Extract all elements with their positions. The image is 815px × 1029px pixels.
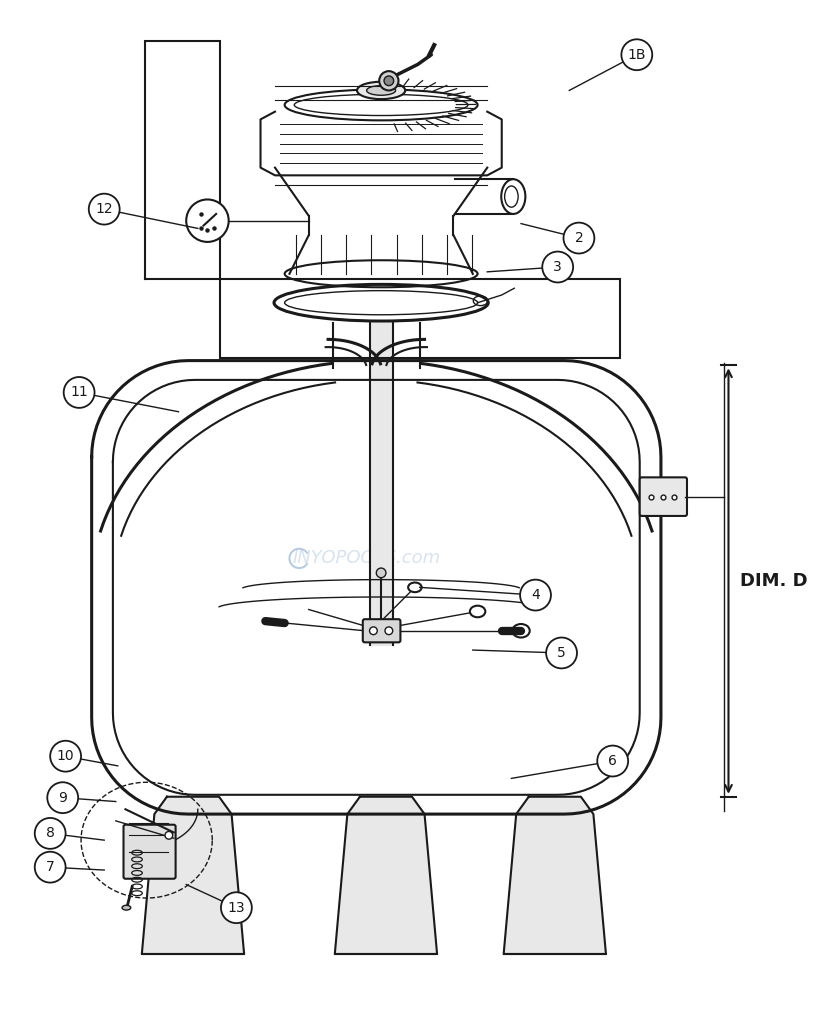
- Circle shape: [385, 627, 393, 635]
- Ellipse shape: [357, 81, 405, 99]
- Circle shape: [221, 892, 252, 923]
- Circle shape: [597, 746, 628, 777]
- Circle shape: [35, 818, 66, 849]
- Ellipse shape: [367, 85, 395, 96]
- Circle shape: [186, 200, 229, 242]
- Ellipse shape: [470, 606, 485, 617]
- Text: 8: 8: [46, 826, 55, 841]
- Polygon shape: [142, 796, 244, 954]
- Circle shape: [563, 222, 594, 253]
- Polygon shape: [504, 796, 606, 954]
- Circle shape: [369, 627, 377, 635]
- Text: 1B: 1B: [628, 47, 646, 62]
- Circle shape: [377, 568, 386, 577]
- Circle shape: [47, 782, 78, 813]
- FancyBboxPatch shape: [124, 824, 175, 879]
- Circle shape: [379, 71, 399, 91]
- Text: 5: 5: [557, 646, 566, 660]
- Circle shape: [520, 579, 551, 610]
- Circle shape: [542, 251, 573, 282]
- FancyBboxPatch shape: [640, 477, 687, 516]
- Ellipse shape: [504, 186, 518, 207]
- Ellipse shape: [501, 179, 526, 214]
- Ellipse shape: [513, 624, 530, 638]
- Text: INYOPOOLS.com: INYOPOOLS.com: [293, 549, 441, 567]
- Circle shape: [546, 638, 577, 669]
- Text: 6: 6: [608, 754, 617, 768]
- Circle shape: [384, 76, 394, 85]
- Ellipse shape: [122, 906, 130, 910]
- Circle shape: [35, 852, 66, 883]
- Text: DIM. D: DIM. D: [740, 572, 808, 590]
- Text: 13: 13: [227, 900, 245, 915]
- Text: 2: 2: [575, 232, 584, 245]
- Text: 7: 7: [46, 860, 55, 875]
- FancyBboxPatch shape: [363, 619, 400, 642]
- Ellipse shape: [408, 582, 421, 592]
- Circle shape: [51, 741, 81, 772]
- Polygon shape: [335, 796, 437, 954]
- Circle shape: [165, 831, 173, 840]
- Text: 4: 4: [531, 588, 540, 602]
- Text: 10: 10: [57, 749, 74, 764]
- Circle shape: [89, 193, 120, 224]
- Circle shape: [64, 377, 95, 407]
- Text: 11: 11: [70, 386, 88, 399]
- Text: 9: 9: [59, 790, 67, 805]
- Circle shape: [621, 39, 652, 70]
- Text: 12: 12: [95, 202, 113, 216]
- Text: 3: 3: [553, 260, 562, 274]
